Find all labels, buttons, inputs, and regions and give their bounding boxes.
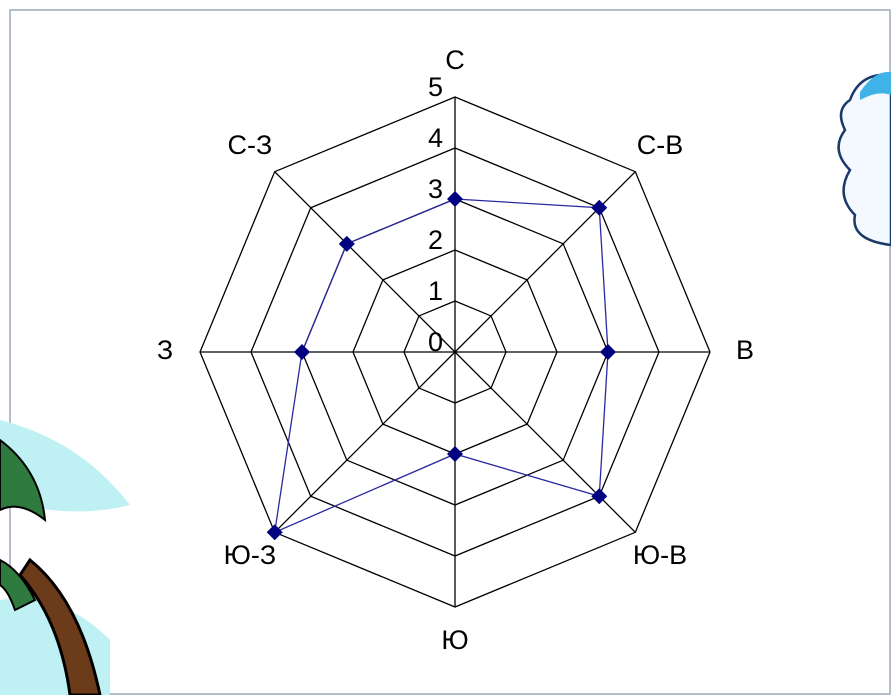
category-label: С-З bbox=[228, 130, 273, 160]
r-tick-label: 2 bbox=[428, 225, 443, 255]
category-label: В bbox=[736, 335, 754, 365]
page: 012345СС-ВВЮ-ВЮЮ-ЗЗС-З (() => { const da… bbox=[0, 0, 891, 695]
r-tick-label: 4 bbox=[428, 123, 443, 153]
category-label: С-В bbox=[637, 130, 684, 160]
category-label: Ю-З bbox=[224, 540, 277, 570]
r-tick-label: 3 bbox=[428, 174, 443, 204]
r-tick-label: 5 bbox=[428, 72, 443, 102]
r-tick-label: 1 bbox=[428, 276, 443, 306]
category-label: Ю bbox=[441, 625, 468, 655]
chart: 012345СС-ВВЮ-ВЮЮ-ЗЗС-З bbox=[0, 0, 891, 695]
category-label: З bbox=[157, 335, 173, 365]
category-label: С bbox=[445, 45, 465, 75]
category-label: Ю-В bbox=[633, 540, 687, 570]
